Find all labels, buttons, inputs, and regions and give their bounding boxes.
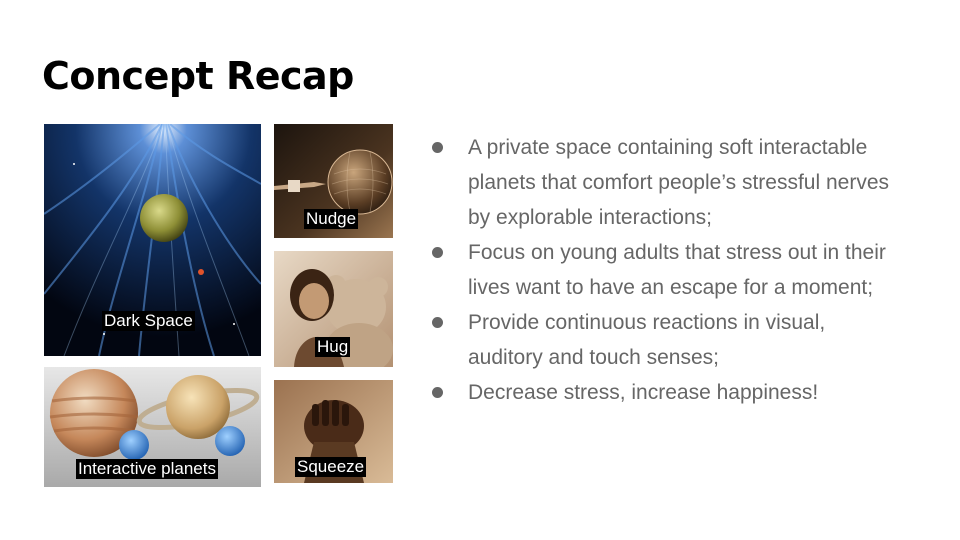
hug-image: Hug [274, 251, 393, 367]
squeeze-image: Squeeze [274, 380, 393, 483]
bullet-item: A private space containing soft interact… [432, 130, 902, 235]
interactive-planets-caption: Interactive planets [76, 459, 218, 479]
bullet-text: Provide continuous reactions in visual, … [468, 311, 826, 369]
bullet-dot-icon [432, 142, 443, 153]
slide-title: Concept Recap [42, 54, 354, 98]
interactive-planets-image: Interactive planets [44, 367, 261, 487]
bullet-text: Decrease stress, increase happiness! [468, 381, 819, 404]
dark-space-caption: Dark Space [102, 311, 195, 331]
bullet-list: A private space containing soft interact… [432, 130, 902, 410]
hug-caption: Hug [315, 337, 351, 357]
nudge-caption: Nudge [304, 209, 359, 229]
bullet-dot-icon [432, 317, 443, 328]
bullet-text: Focus on young adults that stress out in… [468, 241, 886, 299]
bullet-dot-icon [432, 387, 443, 398]
bullet-text: A private space containing soft interact… [468, 136, 889, 229]
dark-space-image: Dark Space [44, 124, 261, 356]
squeeze-caption: Squeeze [295, 457, 367, 477]
bullet-dot-icon [432, 247, 443, 258]
bullet-item: Decrease stress, increase happiness! [432, 375, 902, 410]
bullet-item: Focus on young adults that stress out in… [432, 235, 902, 305]
nudge-image: Nudge [274, 124, 393, 238]
bullet-item: Provide continuous reactions in visual, … [432, 305, 902, 375]
